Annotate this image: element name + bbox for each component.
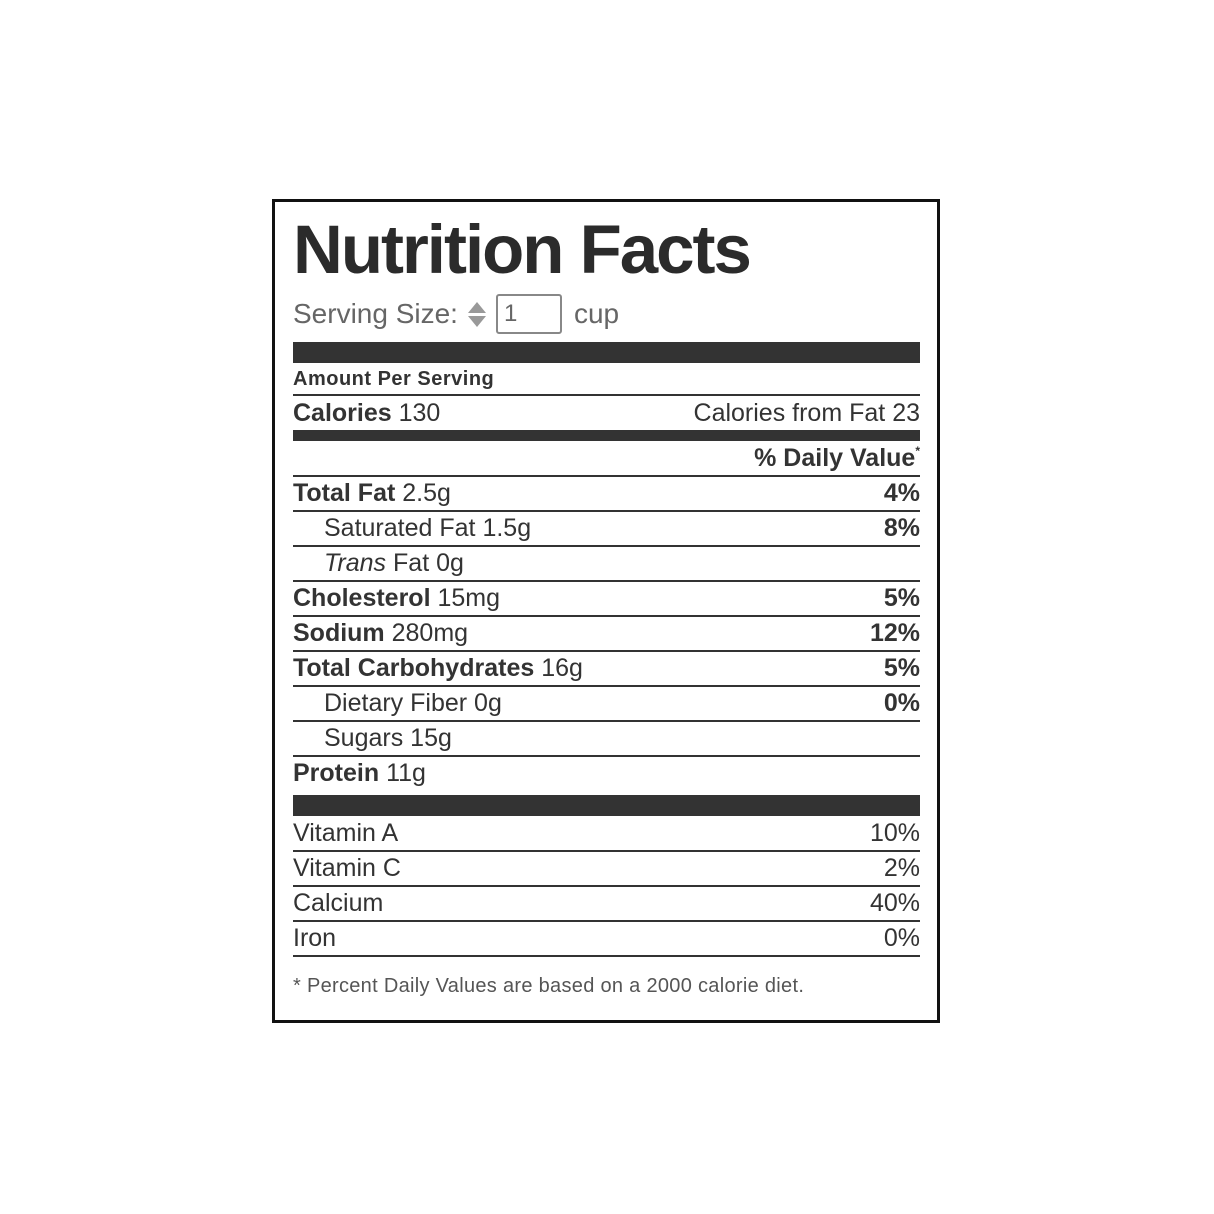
amount-per-serving: Amount Per Serving (293, 368, 920, 396)
nutrient-row-dietary-fiber: Dietary Fiber 0g 0% (293, 686, 920, 722)
calories-from-fat-label: Calories from Fat (693, 398, 886, 427)
nutrient-row-protein: Protein 11g (293, 756, 920, 790)
nutrient-amount: 280mg (391, 618, 469, 647)
nutrient-dv: 4% (883, 478, 920, 507)
serving-size-label: Serving Size: (293, 298, 458, 329)
vitamin-label: Vitamin A (293, 818, 399, 847)
vitamin-dv: 0% (883, 923, 920, 952)
nutrient-amount: 1.5g (482, 513, 532, 542)
footnote: * Percent Daily Values are based on a 20… (293, 975, 805, 997)
increment-arrow-icon[interactable] (467, 301, 486, 313)
nutrient-label: Saturated Fat (324, 513, 476, 542)
nutrient-amount: 15g (410, 723, 452, 752)
nutrient-label: Total Carbohydrates (293, 653, 535, 682)
nutrition-facts-label: Nutrition Facts Serving Size: cup Amount… (272, 199, 940, 1023)
daily-value-label: % Daily Value (754, 443, 916, 472)
vitamin-dv: 2% (883, 853, 920, 882)
nutrient-label: Cholesterol (293, 583, 431, 612)
calories-value: 130 (398, 398, 441, 427)
vitamin-row-iron: Iron 0% (293, 921, 920, 957)
vitamin-dv: 10% (869, 818, 920, 847)
nutrient-amount: 15mg (437, 583, 501, 612)
serving-size-row: Serving Size: cup (293, 294, 619, 334)
nutrient-row-trans-fat: Trans Fat 0g (293, 546, 920, 582)
nutrient-row-sodium: Sodium 280mg 12% (293, 616, 920, 652)
serving-unit: cup (573, 298, 620, 329)
serving-stepper[interactable] (467, 301, 486, 327)
nutrient-dv: 8% (883, 513, 920, 542)
nutrient-label-suffix: Fat (393, 548, 430, 577)
vitamin-row-vitamin-c: Vitamin C 2% (293, 851, 920, 887)
vitamin-label: Iron (293, 923, 337, 952)
medium-divider (293, 430, 920, 441)
calories-from-fat-value: 23 (892, 398, 920, 427)
nutrient-row-total-carbohydrates: Total Carbohydrates 16g 5% (293, 651, 920, 687)
nutrient-label: Dietary Fiber (324, 688, 468, 717)
vitamin-row-calcium: Calcium 40% (293, 886, 920, 922)
nutrient-row-cholesterol: Cholesterol 15mg 5% (293, 581, 920, 617)
calories-row: Calories 130 Calories from Fat 23 (293, 396, 920, 432)
calories-label: Calories (293, 398, 392, 427)
label-title: Nutrition Facts (293, 211, 752, 288)
nutrient-amount: 0g (436, 548, 464, 577)
nutrient-amount: 2.5g (402, 478, 451, 507)
nutrient-amount: 0g (474, 688, 502, 717)
nutrient-row-saturated-fat: Saturated Fat 1.5g 8% (293, 511, 920, 547)
nutrient-label: Total Fat (293, 478, 396, 507)
nutrient-label: Sugars (324, 723, 404, 752)
daily-value-asterisk: * (915, 443, 920, 458)
nutrient-label: Trans (324, 548, 387, 577)
nutrient-dv: 5% (883, 653, 920, 682)
nutrient-dv: 5% (883, 583, 920, 612)
nutrient-row-sugars: Sugars 15g (293, 721, 920, 757)
daily-value-header: % Daily Value* (293, 441, 920, 477)
vitamin-row-vitamin-a: Vitamin A 10% (293, 816, 920, 852)
nutrient-dv: 0% (883, 688, 920, 717)
nutrient-amount: 11g (386, 758, 426, 787)
nutrient-label: Protein (293, 758, 380, 787)
vitamin-label: Vitamin C (293, 853, 401, 882)
thick-divider (293, 342, 920, 363)
nutrient-amount: 16g (541, 653, 583, 682)
nutrient-dv: 12% (869, 618, 920, 647)
vitamin-dv: 40% (869, 888, 920, 917)
vitamin-label: Calcium (293, 888, 384, 917)
decrement-arrow-icon[interactable] (467, 315, 486, 327)
nutrient-label: Sodium (293, 618, 385, 647)
serving-quantity-input[interactable] (495, 294, 562, 334)
thick-divider (293, 795, 920, 816)
nutrient-row-total-fat: Total Fat 2.5g 4% (293, 476, 920, 512)
